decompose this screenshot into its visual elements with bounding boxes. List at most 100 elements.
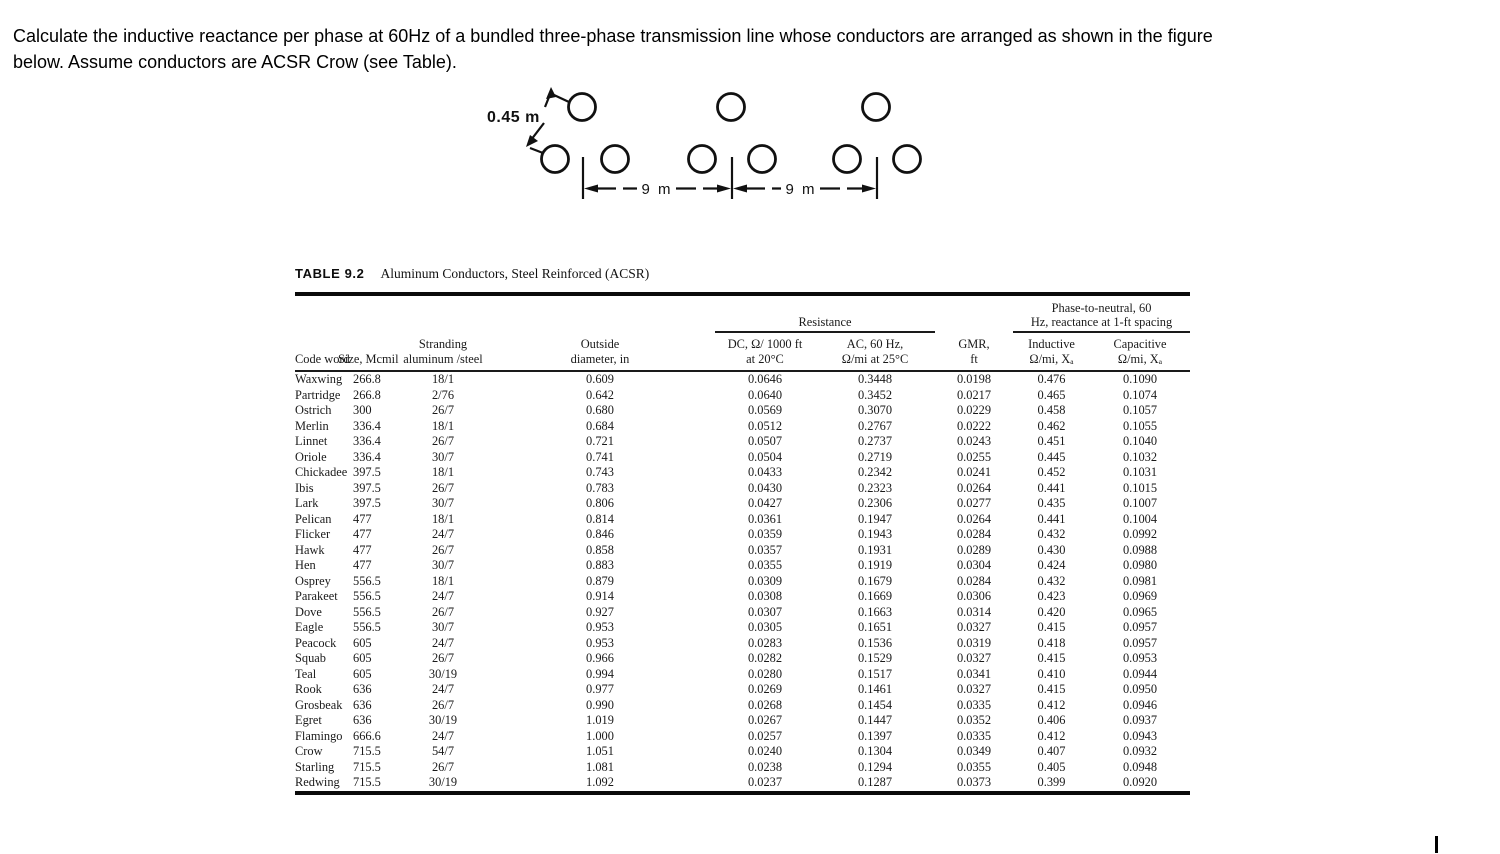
cell-value: 0.0327 [956, 682, 992, 696]
cell-value: 0.0327 [956, 651, 992, 665]
conductor-circle [600, 144, 630, 174]
cell-value: 30/19 [428, 666, 458, 681]
arrowhead-down-icon [526, 135, 538, 147]
cell-value: 0.458 [1037, 403, 1066, 417]
cell-value: 0.0427 [747, 496, 783, 510]
cell-value: 0.783 [586, 480, 614, 495]
cell-value: 0.814 [586, 511, 614, 526]
cell-value: 0.0948 [1122, 759, 1158, 774]
conductor-circle [832, 144, 862, 174]
cell-value: 30/7 [431, 449, 455, 464]
table-row: Grosbeak 636 26/7 0.990 0.0268 0.1454 0.0335 0.… [295, 698, 1190, 714]
phase-group-label-line1: Phase-to-neutral, 60 [1051, 301, 1152, 315]
cell-value: 0.0305 [747, 620, 783, 634]
cell-value: 0.0433 [747, 465, 783, 479]
table-row: Osprey 556.5 18/1 0.879 0.0309 0.1679 0.0284 0.… [295, 574, 1190, 590]
cell-value: 0.1943 [857, 527, 893, 541]
col-header-inductive: Inductive Ω/mi, Xₐ [1013, 332, 1090, 372]
cell-value: 0.410 [1037, 666, 1066, 681]
phase-group-label-line2: Hz, reactance at 1-ft spacing [1030, 315, 1173, 329]
cell-code-word: Grosbeak [295, 697, 343, 712]
cell-code-word: Lark [295, 496, 319, 510]
cell-value: 0.0319 [956, 635, 992, 650]
cell-value: 0.0943 [1122, 728, 1158, 743]
cell-value: 0.1447 [857, 713, 893, 727]
phase-spacing-label-2: 9 m [785, 181, 816, 198]
resistance-group-header: Resistance [715, 294, 935, 333]
table-row: Waxwing 266.8 18/1 0.609 0.0646 0.3448 0.0198 0… [295, 371, 1190, 388]
cell-value: 30/7 [431, 496, 455, 510]
cell-value: 0.423 [1037, 589, 1066, 603]
cell-value: 0.0241 [956, 465, 992, 479]
cell-value: 0.0309 [747, 573, 783, 588]
cell-code-word: Crow [295, 744, 323, 758]
cell-value: 1.092 [586, 775, 614, 789]
table-row: Eagle 556.5 30/7 0.953 0.0305 0.1651 0.0327 0.4… [295, 620, 1190, 636]
cell-value: 0.0284 [956, 527, 992, 541]
col-header-outside-diameter: Outside diameter, in [485, 332, 715, 372]
cell-value: 0.0352 [956, 713, 992, 727]
cell-value: 26/7 [431, 480, 455, 495]
cell-value: 715.5 [353, 744, 381, 758]
cell-value: 26/7 [431, 403, 455, 417]
cell-value: 0.0946 [1122, 697, 1158, 712]
cell-value: 0.0569 [747, 403, 783, 417]
cell-value: 0.0504 [747, 449, 783, 464]
cell-value: 24/7 [431, 728, 455, 743]
cell-value: 0.405 [1037, 759, 1066, 774]
cell-value: 636 [353, 682, 372, 696]
cell-value: 0.1536 [857, 635, 893, 650]
cell-value: 0.0198 [956, 372, 992, 386]
cell-value: 556.5 [353, 620, 381, 634]
cell-value: 556.5 [353, 604, 381, 619]
cell-value: 18/1 [431, 372, 455, 386]
cell-code-word: Pelican [295, 511, 332, 526]
table-row: Teal 605 30/19 0.994 0.0280 0.1517 0.0341 0.410… [295, 667, 1190, 683]
cell-value: 0.2719 [857, 449, 893, 464]
cell-value: 24/7 [431, 589, 455, 603]
cell-value: 0.883 [586, 558, 614, 572]
column-header-row: Code word Size, Mcmil Stranding aluminum … [295, 332, 1191, 372]
cell-value: 0.0937 [1122, 713, 1158, 727]
cell-value: 0.432 [1037, 573, 1066, 588]
cell-value: 1.051 [586, 744, 614, 758]
cell-value: 0.0980 [1122, 558, 1158, 572]
cell-value: 0.3448 [857, 372, 893, 386]
cell-value: 0.0257 [747, 728, 783, 743]
cell-value: 0.415 [1037, 620, 1066, 634]
cell-code-word: Eagle [295, 620, 324, 634]
table-row: Hen 477 30/7 0.883 0.0355 0.1919 0.0304 0.424 0.… [295, 558, 1190, 574]
table-row: Parakeet 556.5 24/7 0.914 0.0308 0.1669 0.0306… [295, 589, 1190, 605]
cell-value: 0.0237 [747, 775, 783, 789]
cell-value: 0.0944 [1122, 666, 1158, 681]
resistance-group-label: Resistance [798, 315, 852, 329]
cell-value: 0.0238 [747, 759, 783, 774]
cell-value: 0.0264 [956, 480, 992, 495]
question-line-1: Calculate the inductive reactance per ph… [13, 26, 1213, 46]
question-line-2: below. Assume conductors are ACSR Crow (… [13, 52, 457, 72]
table-row: Pelican 477 18/1 0.814 0.0361 0.1947 0.0264 0.4… [295, 512, 1190, 528]
cell-value: 0.0341 [956, 666, 992, 681]
cell-value: 0.1055 [1122, 418, 1158, 433]
cell-value: 605 [353, 651, 372, 665]
cell-value: 0.432 [1037, 527, 1066, 541]
cell-code-word: Peacock [295, 635, 337, 650]
table-row: Crow 715.5 54/7 1.051 0.0240 0.1304 0.0349 0.40… [295, 744, 1190, 760]
cell-value: 0.415 [1037, 651, 1066, 665]
cell-code-word: Merlin [295, 418, 329, 433]
cell-value: 0.0229 [956, 403, 992, 417]
col-header-dc-resistance: DC, Ω/ 1000 ft at 20°C [715, 332, 815, 372]
cell-value: 0.0430 [747, 480, 783, 495]
cell-value: 24/7 [431, 527, 455, 541]
cell-value: 0.0957 [1122, 635, 1158, 650]
cell-value: 0.1947 [857, 511, 893, 526]
cell-value: 0.424 [1037, 558, 1066, 572]
cell-value: 26/7 [431, 542, 455, 557]
cell-value: 0.435 [1037, 496, 1066, 510]
cell-code-word: Flicker [295, 527, 331, 541]
cell-value: 477 [353, 511, 372, 526]
col-header-gmr: GMR, ft [935, 332, 1013, 372]
cell-value: 0.0646 [747, 372, 783, 386]
cell-value: 0.990 [586, 697, 614, 712]
cell-value: 0.966 [586, 651, 614, 665]
